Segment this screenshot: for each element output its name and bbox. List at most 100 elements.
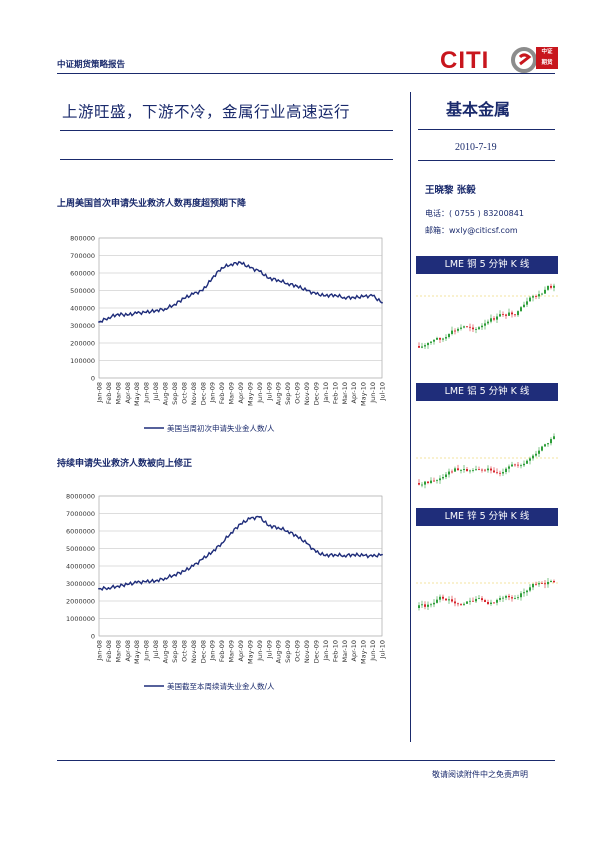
kline-copper-candle: [424, 345, 426, 347]
chart2-data-point: [192, 565, 195, 567]
kline-aluminum-candle: [547, 443, 549, 445]
chart2-data-point: [220, 542, 223, 545]
kline-copper-candle: [451, 330, 453, 334]
kline-zinc-candle: [502, 597, 504, 599]
kline-zinc-candle: [520, 593, 522, 598]
footer-rule: [57, 760, 555, 761]
kline-aluminum-candle: [433, 480, 435, 482]
kline-zinc-title: LME 锌 5 分钟 K 线: [416, 508, 558, 526]
kline-zinc-candle: [505, 595, 507, 598]
kline-zinc-candle: [442, 596, 444, 599]
kline-aluminum-candle: [469, 470, 471, 472]
chart2-data-point: [371, 555, 374, 558]
chart2-x-tick-label: Apr-08: [124, 640, 132, 661]
citics-logo: CITI 中证 期货: [440, 45, 560, 77]
logo-box: 中证 期货: [536, 47, 558, 69]
kline-copper-candle: [421, 346, 423, 348]
chart2-data-point: [230, 531, 232, 534]
chart1-x-tick-label: Feb-10: [331, 382, 339, 404]
kline-copper-candle: [508, 312, 510, 316]
chart2-x-tick-label: Jan-08: [96, 640, 104, 662]
chart2-y-tick-label: 8000000: [66, 493, 95, 501]
chart2-data-point: [154, 579, 157, 582]
authors: 王晓黎 张毅: [425, 185, 476, 196]
kline-aluminum-candle: [466, 469, 468, 472]
chart1-x-tick-label: Jun-08: [143, 382, 151, 404]
chart1-x-tick-label: Jul-08: [152, 382, 160, 401]
kline-aluminum-candle: [457, 468, 459, 471]
chart2-x-tick-label: Jun-10: [369, 640, 377, 662]
chart1-x-tick-label: Oct-09: [294, 382, 302, 404]
kline-aluminum-candle: [442, 477, 444, 479]
chart1-x-tick-label: Mar-09: [228, 382, 236, 404]
kline-aluminum-candle: [439, 478, 441, 481]
chart2-x-tick-label: Sep-09: [284, 640, 292, 663]
kline-zinc-candle: [421, 604, 423, 606]
chart2-y-tick-label: 1000000: [66, 615, 95, 623]
chart2-x-tick-label: Mar-10: [341, 640, 349, 662]
chart2-x-tick-label: Oct-08: [180, 640, 188, 662]
chart2-series-line: [98, 515, 383, 592]
chart2-data-point: [107, 586, 110, 589]
kline-copper-candle: [445, 337, 447, 339]
chart2-x-tick-label: Mar-08: [114, 640, 122, 662]
chart1-data-point: [315, 293, 317, 295]
chart1-data-point: [371, 294, 374, 297]
kline-copper-candle: [541, 293, 543, 295]
chart1-y-tick-label: 800000: [70, 235, 95, 243]
chart1-data-point: [154, 309, 157, 312]
chart2-x-tick-label: Jan-09: [209, 640, 217, 662]
chart2-x-tick-label: Oct-09: [294, 640, 302, 662]
kline-copper-candle: [418, 346, 420, 348]
chart1-data-point: [164, 307, 166, 310]
kline-copper-candle: [484, 323, 486, 326]
kline-zinc-candle: [547, 581, 549, 585]
chart2-x-tick-label: Feb-10: [331, 640, 339, 662]
kline-zinc-candle: [451, 599, 453, 602]
kline-aluminum-candle: [532, 455, 534, 459]
kline-zinc-candle: [445, 598, 447, 601]
column-divider: [410, 92, 411, 742]
chart2-data-point: [296, 535, 298, 538]
kline-copper-candle: [448, 333, 450, 338]
chart1-x-tick-label: Jan-08: [96, 382, 104, 404]
kline-aluminum-candle: [493, 470, 495, 473]
kline-zinc-candle: [475, 598, 477, 602]
kline-aluminum-candle: [460, 470, 462, 471]
kline-aluminum-candle: [451, 471, 453, 473]
chart2-data-point: [145, 580, 148, 583]
chart2-x-tick-label: Jun-08: [143, 640, 151, 662]
kline-copper-candle: [523, 304, 525, 308]
kline-zinc-candle: [457, 603, 459, 605]
chart1-title: 上周美国首次申请失业救济人数再度超预期下降: [57, 199, 247, 209]
subtitle-rule: [60, 159, 393, 160]
chart1-data-point: [267, 277, 270, 280]
chart2-data-point: [277, 526, 280, 529]
chart1-data-point: [249, 266, 251, 269]
kline-aluminum-candle: [427, 481, 429, 483]
chart1-x-tick-label: Sep-08: [171, 382, 179, 405]
kline-copper-candle: [481, 325, 483, 328]
kline-zinc-candle: [511, 597, 513, 599]
kline-zinc-candle: [508, 595, 510, 598]
kline-copper-title: LME 铜 5 分钟 K 线: [416, 256, 558, 274]
kline-zinc-candle: [499, 598, 501, 600]
chart1-x-tick-label: Sep-09: [284, 382, 292, 405]
chart1-data-point: [201, 289, 204, 292]
chart2-y-tick-label: 0: [91, 633, 95, 641]
header-rule: [57, 73, 555, 74]
kline-copper-candle: [544, 289, 546, 294]
kline-zinc-candle: [493, 602, 495, 604]
chart1-x-tick-label: Jul-09: [265, 382, 273, 401]
chart2-y-tick-label: 5000000: [66, 545, 95, 553]
chart2-x-tick-label: Jul-10: [379, 640, 387, 659]
kline-copper-candle: [514, 314, 516, 316]
kline-copper-candle: [526, 301, 528, 305]
kline-aluminum-candle: [538, 450, 540, 454]
chart1-x-tick-label: Nov-09: [303, 382, 311, 405]
kline-aluminum-candle: [505, 468, 507, 473]
kline-copper-candle: [430, 341, 432, 343]
chart1-data-point: [381, 301, 383, 304]
chart2-x-tick-label: Dec-09: [312, 640, 320, 663]
report-date: 2010-7-19: [455, 142, 497, 153]
